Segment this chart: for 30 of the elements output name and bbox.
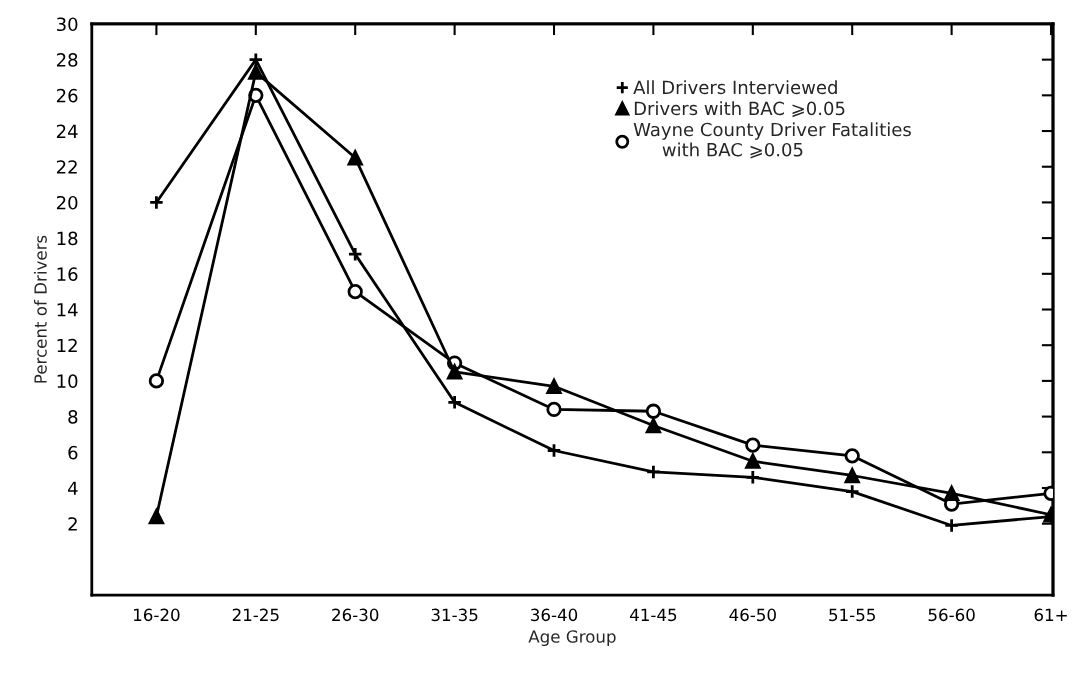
legend-label: Wayne County Driver Fatalities with BAC ⩾0.05 [633, 122, 911, 159]
x-tick-label: 41-45 [630, 608, 677, 622]
x-tick-label: 61+ [1034, 608, 1067, 622]
y-tick-label: 4 [68, 481, 78, 495]
y-axis-title: Percent of Drivers [33, 235, 47, 383]
y-tick-label: 20 [56, 195, 78, 210]
y-tick-label: 18 [57, 231, 78, 246]
y-tick-label: 28 [56, 53, 78, 67]
x-axis-title: Age Group [528, 630, 616, 647]
legend-label: All Drivers Interviewed [633, 80, 837, 95]
x-tick-label: 26-30 [332, 608, 379, 622]
x-tick-label: 51-55 [829, 608, 875, 622]
y-tick-label: 2 [68, 517, 77, 531]
y-tick-label: 12 [57, 338, 77, 353]
x-tick-label: 56-60 [928, 608, 975, 622]
y-tick-label: 24 [56, 124, 78, 138]
y-tick-label: 14 [57, 303, 78, 317]
x-tick-label: 21-25 [232, 608, 279, 622]
x-tick-label: 36-40 [531, 608, 578, 622]
x-tick-label: 46-50 [729, 608, 776, 622]
legend-label: Drivers with BAC ⩾0.05 [634, 101, 845, 118]
y-tick-label: 22 [56, 160, 77, 174]
y-tick-label: 6 [68, 445, 78, 460]
x-tick-label: 31-35 [431, 608, 478, 622]
y-tick-label: 26 [56, 88, 78, 103]
y-tick-label: 16 [57, 267, 78, 281]
y-tick-label: 30 [57, 17, 78, 32]
x-tick-label: 16-20 [134, 608, 180, 622]
y-tick-label: 8 [68, 410, 78, 424]
y-tick-label: 10 [57, 374, 78, 389]
